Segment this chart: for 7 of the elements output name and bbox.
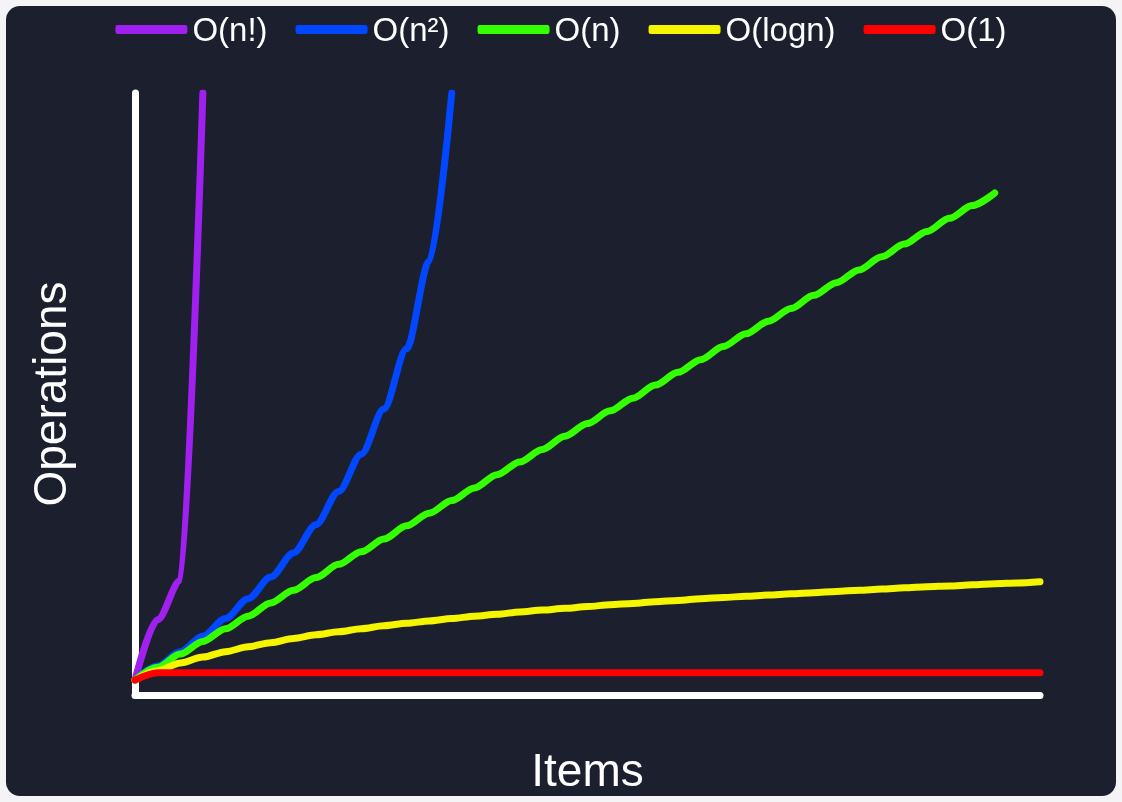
legend-label: O(n²) — [372, 11, 450, 48]
y-axis-title: Operations — [24, 281, 76, 507]
x-axis-title: Items — [531, 744, 644, 796]
legend-label: O(logn) — [725, 11, 836, 48]
legend-label: O(1) — [940, 11, 1007, 48]
legend-label: O(n) — [554, 11, 621, 48]
legend-label: O(n!) — [192, 11, 268, 48]
